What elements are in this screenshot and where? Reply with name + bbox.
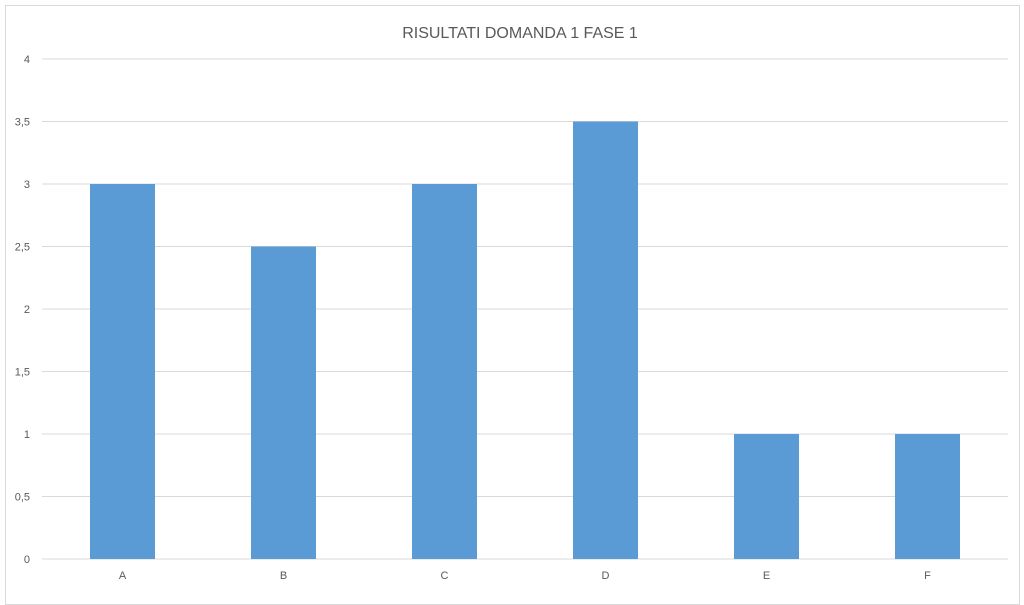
chart-area <box>5 5 1020 605</box>
bar-e <box>734 434 799 559</box>
y-tick-label: 1,5 <box>15 367 30 379</box>
y-tick-label: 0,5 <box>15 492 30 504</box>
x-tick-label: B <box>280 570 287 582</box>
x-axis-ticks: A B C D E F <box>119 570 931 582</box>
chart-title: RISULTATI DOMANDA 1 FASE 1 <box>402 25 638 42</box>
y-tick-label: 4 <box>24 54 30 66</box>
bar-c <box>412 184 477 559</box>
bar-a <box>90 184 155 559</box>
x-tick-label: D <box>602 570 610 582</box>
bar-f <box>895 434 960 559</box>
x-tick-label: F <box>924 570 931 582</box>
bar-chart: RISULTATI DOMANDA 1 FASE 1 0 0,5 1 1,5 2 2,5 3… <box>15 25 1008 582</box>
x-tick-label: A <box>119 570 127 582</box>
y-tick-label: 2 <box>24 304 30 316</box>
x-tick-label: E <box>763 570 770 582</box>
y-tick-label: 3 <box>24 179 30 191</box>
bars <box>90 121 960 559</box>
y-tick-label: 1 <box>24 429 30 441</box>
y-tick-label: 2,5 <box>15 242 30 254</box>
y-axis-ticks: 0 0,5 1 1,5 2 2,5 3 3,5 4 <box>15 54 30 566</box>
bar-b <box>251 246 316 559</box>
y-tick-label: 3,5 <box>15 117 30 129</box>
bar-d <box>573 121 638 559</box>
y-tick-label: 0 <box>24 554 30 566</box>
x-tick-label: C <box>441 570 449 582</box>
gridlines <box>42 58 1008 560</box>
